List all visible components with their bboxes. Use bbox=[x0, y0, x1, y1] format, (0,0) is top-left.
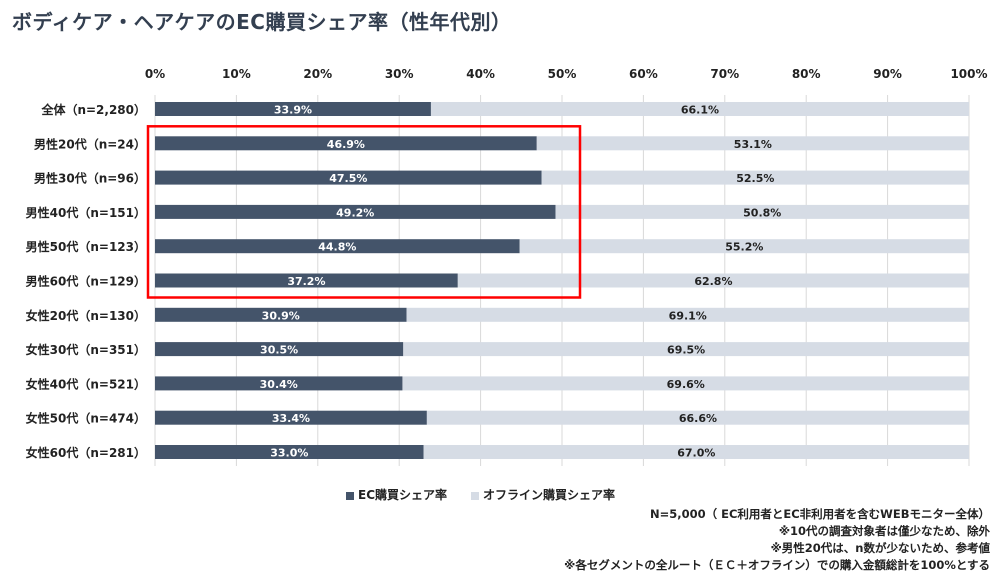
bar-ec bbox=[155, 342, 404, 357]
x-tick-label: 80% bbox=[792, 67, 821, 81]
bar-offline bbox=[541, 170, 969, 185]
bar-offline bbox=[402, 376, 969, 391]
bar-ec bbox=[155, 204, 556, 219]
bar-ec bbox=[155, 307, 407, 322]
bar-offline bbox=[457, 273, 969, 288]
data-label: 46.9% bbox=[327, 138, 365, 151]
bar-offline bbox=[430, 102, 969, 116]
x-tick-label: 10% bbox=[222, 67, 251, 81]
data-label: 30.5% bbox=[260, 344, 298, 357]
category-label: 男性30代（n=96） bbox=[34, 171, 146, 186]
category-label: 女性20代（n=130） bbox=[26, 308, 146, 323]
x-tick-label: 20% bbox=[303, 67, 332, 81]
bar-ec bbox=[155, 376, 403, 391]
bar-ec bbox=[155, 170, 542, 185]
x-tick-label: 70% bbox=[710, 67, 739, 81]
bar-offline bbox=[536, 136, 969, 151]
bar-offline bbox=[406, 307, 969, 322]
note-teens: ※10代の調査対象者は僅少なため、除外 bbox=[778, 524, 990, 538]
note-sample: N=5,000（ EC利用者とEC非利用者を含むWEBモニター全体） bbox=[649, 507, 990, 521]
category-label: 男性60代（n=129） bbox=[26, 274, 146, 289]
bar-ec bbox=[155, 102, 431, 116]
data-label: 66.6% bbox=[679, 412, 717, 425]
category-label: 男性20代（n=24） bbox=[34, 136, 146, 151]
x-tick-label: 100% bbox=[950, 67, 987, 81]
data-label: 66.1% bbox=[681, 104, 719, 117]
data-label: 37.2% bbox=[287, 275, 325, 288]
legend-swatch-ec bbox=[346, 491, 354, 500]
data-label: 33.9% bbox=[274, 104, 312, 117]
bar-offline bbox=[403, 342, 969, 357]
note-male20: ※男性20代は、n数が少ないため、参考値 bbox=[770, 541, 990, 555]
bar-ec bbox=[155, 239, 520, 254]
footnotes: N=5,000（ EC利用者とEC非利用者を含むWEBモニター全体） ※10代の… bbox=[564, 506, 990, 574]
bar-ec bbox=[155, 273, 458, 288]
data-label: 44.8% bbox=[318, 241, 356, 254]
x-tick-label: 60% bbox=[629, 67, 658, 81]
legend-item-offline: オフライン購買シェア率 bbox=[471, 486, 615, 503]
category-label: 女性40代（n=521） bbox=[26, 376, 146, 391]
x-tick-label: 40% bbox=[466, 67, 495, 81]
category-label: 女性50代（n=474） bbox=[26, 411, 146, 426]
highlight-box bbox=[146, 125, 582, 299]
legend-swatch-offline bbox=[471, 491, 480, 500]
data-label: 50.8% bbox=[743, 206, 781, 219]
data-label: 69.5% bbox=[667, 344, 705, 357]
bar-ec bbox=[155, 445, 424, 459]
bar-offline bbox=[423, 445, 969, 459]
bar-offline bbox=[426, 410, 970, 425]
x-tick-label: 90% bbox=[873, 67, 902, 81]
bar-offline bbox=[519, 239, 969, 254]
data-label: 69.6% bbox=[667, 378, 705, 391]
category-label: 男性50代（n=123） bbox=[26, 239, 146, 254]
data-label: 30.4% bbox=[260, 378, 298, 391]
bar-ec bbox=[155, 136, 537, 151]
x-tick-label: 0% bbox=[145, 67, 165, 81]
x-tick-label: 50% bbox=[548, 67, 577, 81]
category-label: 男性40代（n=151） bbox=[26, 205, 146, 220]
bar-ec bbox=[155, 410, 427, 425]
data-label: 47.5% bbox=[329, 172, 367, 185]
data-label: 69.1% bbox=[669, 309, 707, 322]
note-basis: ※各セグメントの全ルート（ＥＣ＋オフライン）での購入金額総計を100%とする bbox=[564, 558, 990, 572]
chart-title: ボディケア・ヘアケアのEC購買シェア率（性年代別） bbox=[12, 10, 512, 34]
category-label: 女性60代（n=281） bbox=[26, 445, 146, 460]
data-label: 33.4% bbox=[272, 412, 310, 425]
bar-offline bbox=[555, 204, 969, 219]
x-tick-label: 30% bbox=[385, 67, 414, 81]
legend: EC購買シェア率 オフライン購買シェア率 bbox=[346, 486, 615, 503]
data-label: 33.0% bbox=[270, 447, 308, 460]
data-label: 67.0% bbox=[677, 447, 715, 460]
data-label: 53.1% bbox=[734, 138, 772, 151]
data-label: 55.2% bbox=[725, 241, 763, 254]
category-label: 女性30代（n=351） bbox=[26, 342, 146, 357]
category-label: 全体（n=2,280） bbox=[40, 102, 146, 117]
data-label: 49.2% bbox=[336, 206, 374, 219]
data-label: 30.9% bbox=[262, 309, 300, 322]
data-label: 62.8% bbox=[694, 275, 732, 288]
legend-item-ec: EC購買シェア率 bbox=[346, 486, 447, 503]
data-label: 52.5% bbox=[736, 172, 774, 185]
